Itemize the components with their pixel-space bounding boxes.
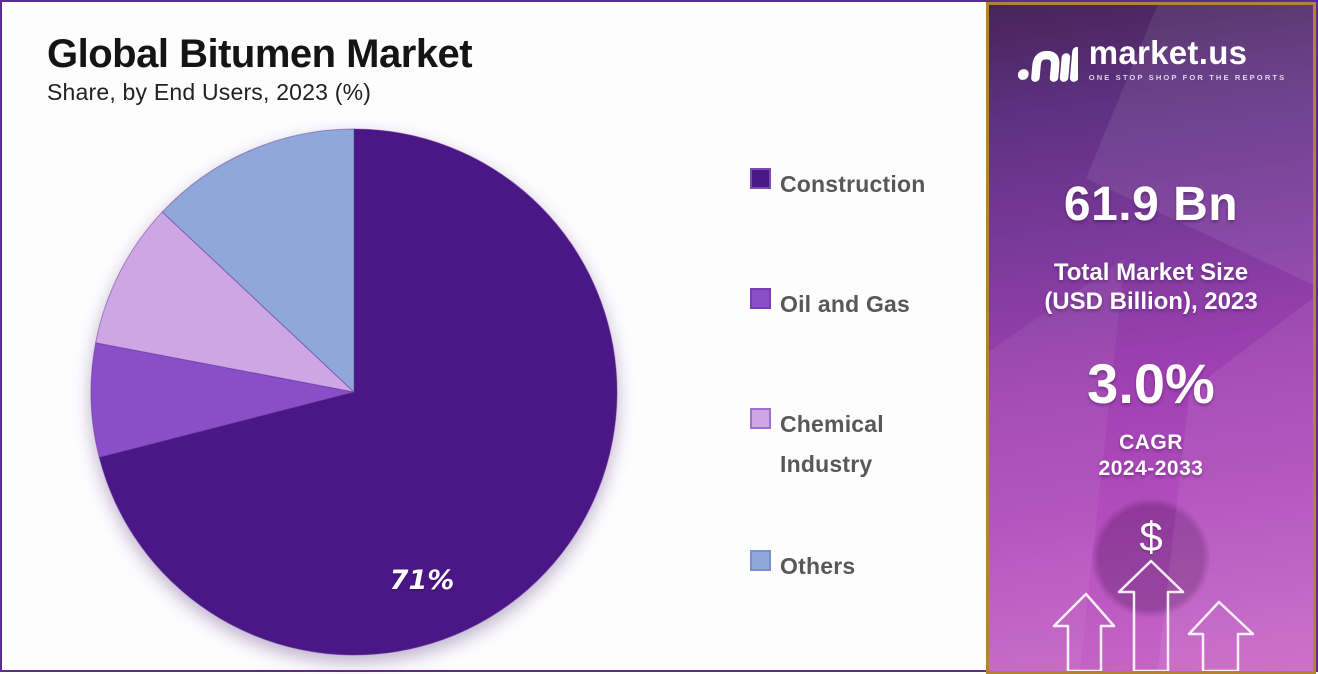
- legend: Construction Oil and Gas Chemical Indust…: [750, 2, 980, 670]
- pie-slice-oil-and-gas: [90, 342, 355, 459]
- brand-panel: market.us ONE STOP SHOP FOR THE REPORTS …: [986, 2, 1316, 674]
- pie-svg: [90, 128, 618, 656]
- legend-label: Others: [780, 553, 856, 579]
- legend-swatch-chemical-industry: [750, 408, 771, 429]
- legend-label: Oil and Gas: [780, 291, 911, 317]
- legend-item-others: Others: [750, 547, 955, 587]
- market-size-value: 61.9 Bn: [1063, 178, 1239, 231]
- market-size-label-line2: (USD Billion), 2023: [1044, 288, 1258, 315]
- pie-data-label: 71%: [389, 565, 455, 596]
- pie-slice-construction: [98, 128, 618, 656]
- pie-slice-chemical-industry: [95, 211, 356, 393]
- cagr-label: CAGR: [1119, 431, 1183, 454]
- legend-item-construction: Construction: [750, 165, 955, 205]
- pie-slice-others: [161, 128, 355, 394]
- marketus-logo-icon: [1017, 46, 1078, 82]
- market-size-label-line1: Total Market Size: [1053, 259, 1249, 286]
- legend-label: Chemical Industry: [780, 411, 884, 477]
- page-subtitle: Share, by End Users, 2023 (%): [47, 79, 372, 105]
- chart-area: Global Bitumen Market Share, by End User…: [2, 2, 988, 670]
- legend-item-chemical-industry: Chemical Industry: [750, 405, 955, 484]
- legend-item-oil-and-gas: Oil and Gas: [750, 285, 955, 325]
- brand-logo: market.us ONE STOP SHOP FOR THE REPORTS: [989, 33, 1313, 85]
- brand-name: market.us: [1088, 34, 1248, 71]
- legend-swatch-construction: [750, 168, 771, 189]
- dollar-icon: $: [1139, 513, 1163, 560]
- pie-chart: 71%: [84, 122, 624, 662]
- chart-header: Global Bitumen Market Share, by End User…: [47, 32, 473, 106]
- page-title: Global Bitumen Market: [47, 32, 473, 76]
- cagr-period: 2024-2033: [1098, 457, 1204, 480]
- brand-tagline: ONE STOP SHOP FOR THE REPORTS: [1088, 73, 1287, 82]
- legend-swatch-others: [750, 550, 771, 571]
- growth-arrows-icon: [1052, 559, 1255, 671]
- cagr-value: 3.0%: [1087, 352, 1215, 415]
- legend-label: Construction: [780, 171, 926, 197]
- legend-swatch-oil-and-gas: [750, 288, 771, 309]
